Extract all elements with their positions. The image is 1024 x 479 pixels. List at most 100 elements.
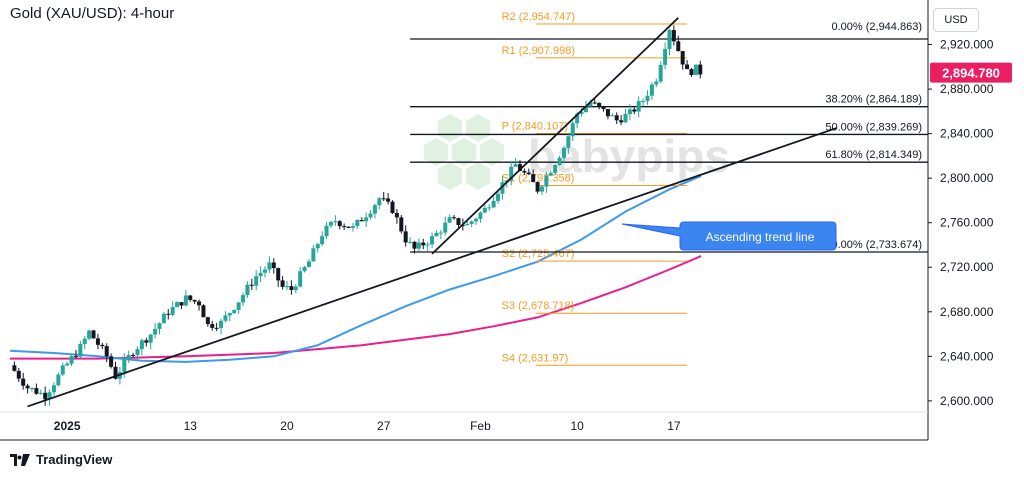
candle-body [201,305,206,318]
candle-body [183,295,188,306]
pivot-label: R2 (2,954.747) [502,11,575,23]
trend-line-upper [431,17,679,255]
candle-body [570,123,575,137]
candle-body [210,324,215,328]
candle-body [276,268,281,281]
candle-body [161,313,166,324]
candle-body [531,174,536,183]
candle-body [394,213,399,218]
candle-body [324,225,329,237]
candle-body [676,41,681,52]
candle-body [597,102,602,107]
candle-body [355,219,360,227]
candle-body [377,198,382,206]
current-price-label: 2,894.780 [942,66,1000,81]
candle-body [60,365,65,375]
candle-body [474,218,479,222]
candle-body [456,218,461,225]
candle-body [693,64,698,76]
candle-body [579,112,584,114]
candle-body [73,356,78,358]
x-tick-label: 20 [280,419,294,433]
candle-body [544,175,549,187]
candle-body [100,344,105,347]
candle-body [25,385,30,389]
pivot-label: S1 (2,793.358) [502,173,575,185]
fib-label: 50.00% (2,839.269) [825,121,922,133]
candle-body [223,315,228,321]
candle-body [302,267,307,272]
pivot-label: S4 (2,631.97) [502,352,569,364]
candle-body [197,301,202,306]
candle-body [311,248,316,262]
candle-body [500,182,505,194]
candle-body [416,242,421,249]
candle-body [605,109,610,117]
chart-title: Gold (XAU/USD): 4-hour [10,5,175,22]
candle-body [153,328,158,335]
candle-body [425,244,430,246]
candle-body [641,100,646,102]
candle-body [465,223,470,226]
candle-body [663,48,668,65]
candle-body [157,323,162,329]
candle-body [175,302,180,308]
x-tick-label: 10 [570,419,584,433]
tradingview-brand: TradingView [36,452,113,467]
candle-body [443,222,448,233]
candle-body [135,349,140,355]
candle-body [306,261,311,268]
candle-body [91,330,96,339]
candle-body [526,172,531,175]
moving-averages [9,174,702,363]
candle-body [421,242,426,246]
candle-body [535,182,540,192]
candle-body [685,64,690,70]
candle-body [698,64,703,75]
candle-body [78,343,83,357]
watermark-hex-4 [479,138,505,166]
fib-label: 61.80% (2,814.349) [825,149,922,161]
candle-body [619,120,624,123]
candle-body [258,272,263,277]
candle-body [205,317,210,325]
candle-body [548,172,553,176]
x-tick-label: 13 [184,419,198,433]
y-tick-label: 2,680.000 [940,305,994,319]
candle-body [566,136,571,148]
candle-body [284,286,289,288]
candle-body [51,385,56,393]
candle-body [649,84,654,96]
candle-body [636,101,641,112]
y-tick-label: 2,600.000 [940,394,994,408]
candle-body [293,286,298,291]
watermark-hex-5 [437,162,463,190]
candle-body [557,157,562,166]
tradingview-icon [10,453,30,466]
candle-body [227,313,232,316]
candle-body [69,356,74,364]
candle-body [368,213,373,218]
candle-body [47,392,52,400]
pivot-label: R1 (2,907.998) [502,45,575,57]
candle-body [359,219,364,222]
candle-body [320,236,325,245]
candle-body [408,241,413,243]
candle-body [654,81,659,85]
fast-moving-average [9,174,702,363]
candle-body [65,363,70,366]
pivot-label: S2 (2,725.467) [502,248,575,260]
currency-button[interactable]: USD [933,8,979,32]
watermark-hex-1 [465,114,491,142]
tradingview-logo[interactable]: TradingView [10,452,112,467]
candle-body [170,307,175,315]
candle-body [381,198,386,200]
candle-body [491,200,496,208]
candle-body [214,327,219,329]
pivot-label: P (2,840.107) [502,121,568,133]
candle-body [131,354,136,356]
candle-body [632,109,637,112]
candle-body [399,217,404,232]
candle-body [364,217,369,222]
